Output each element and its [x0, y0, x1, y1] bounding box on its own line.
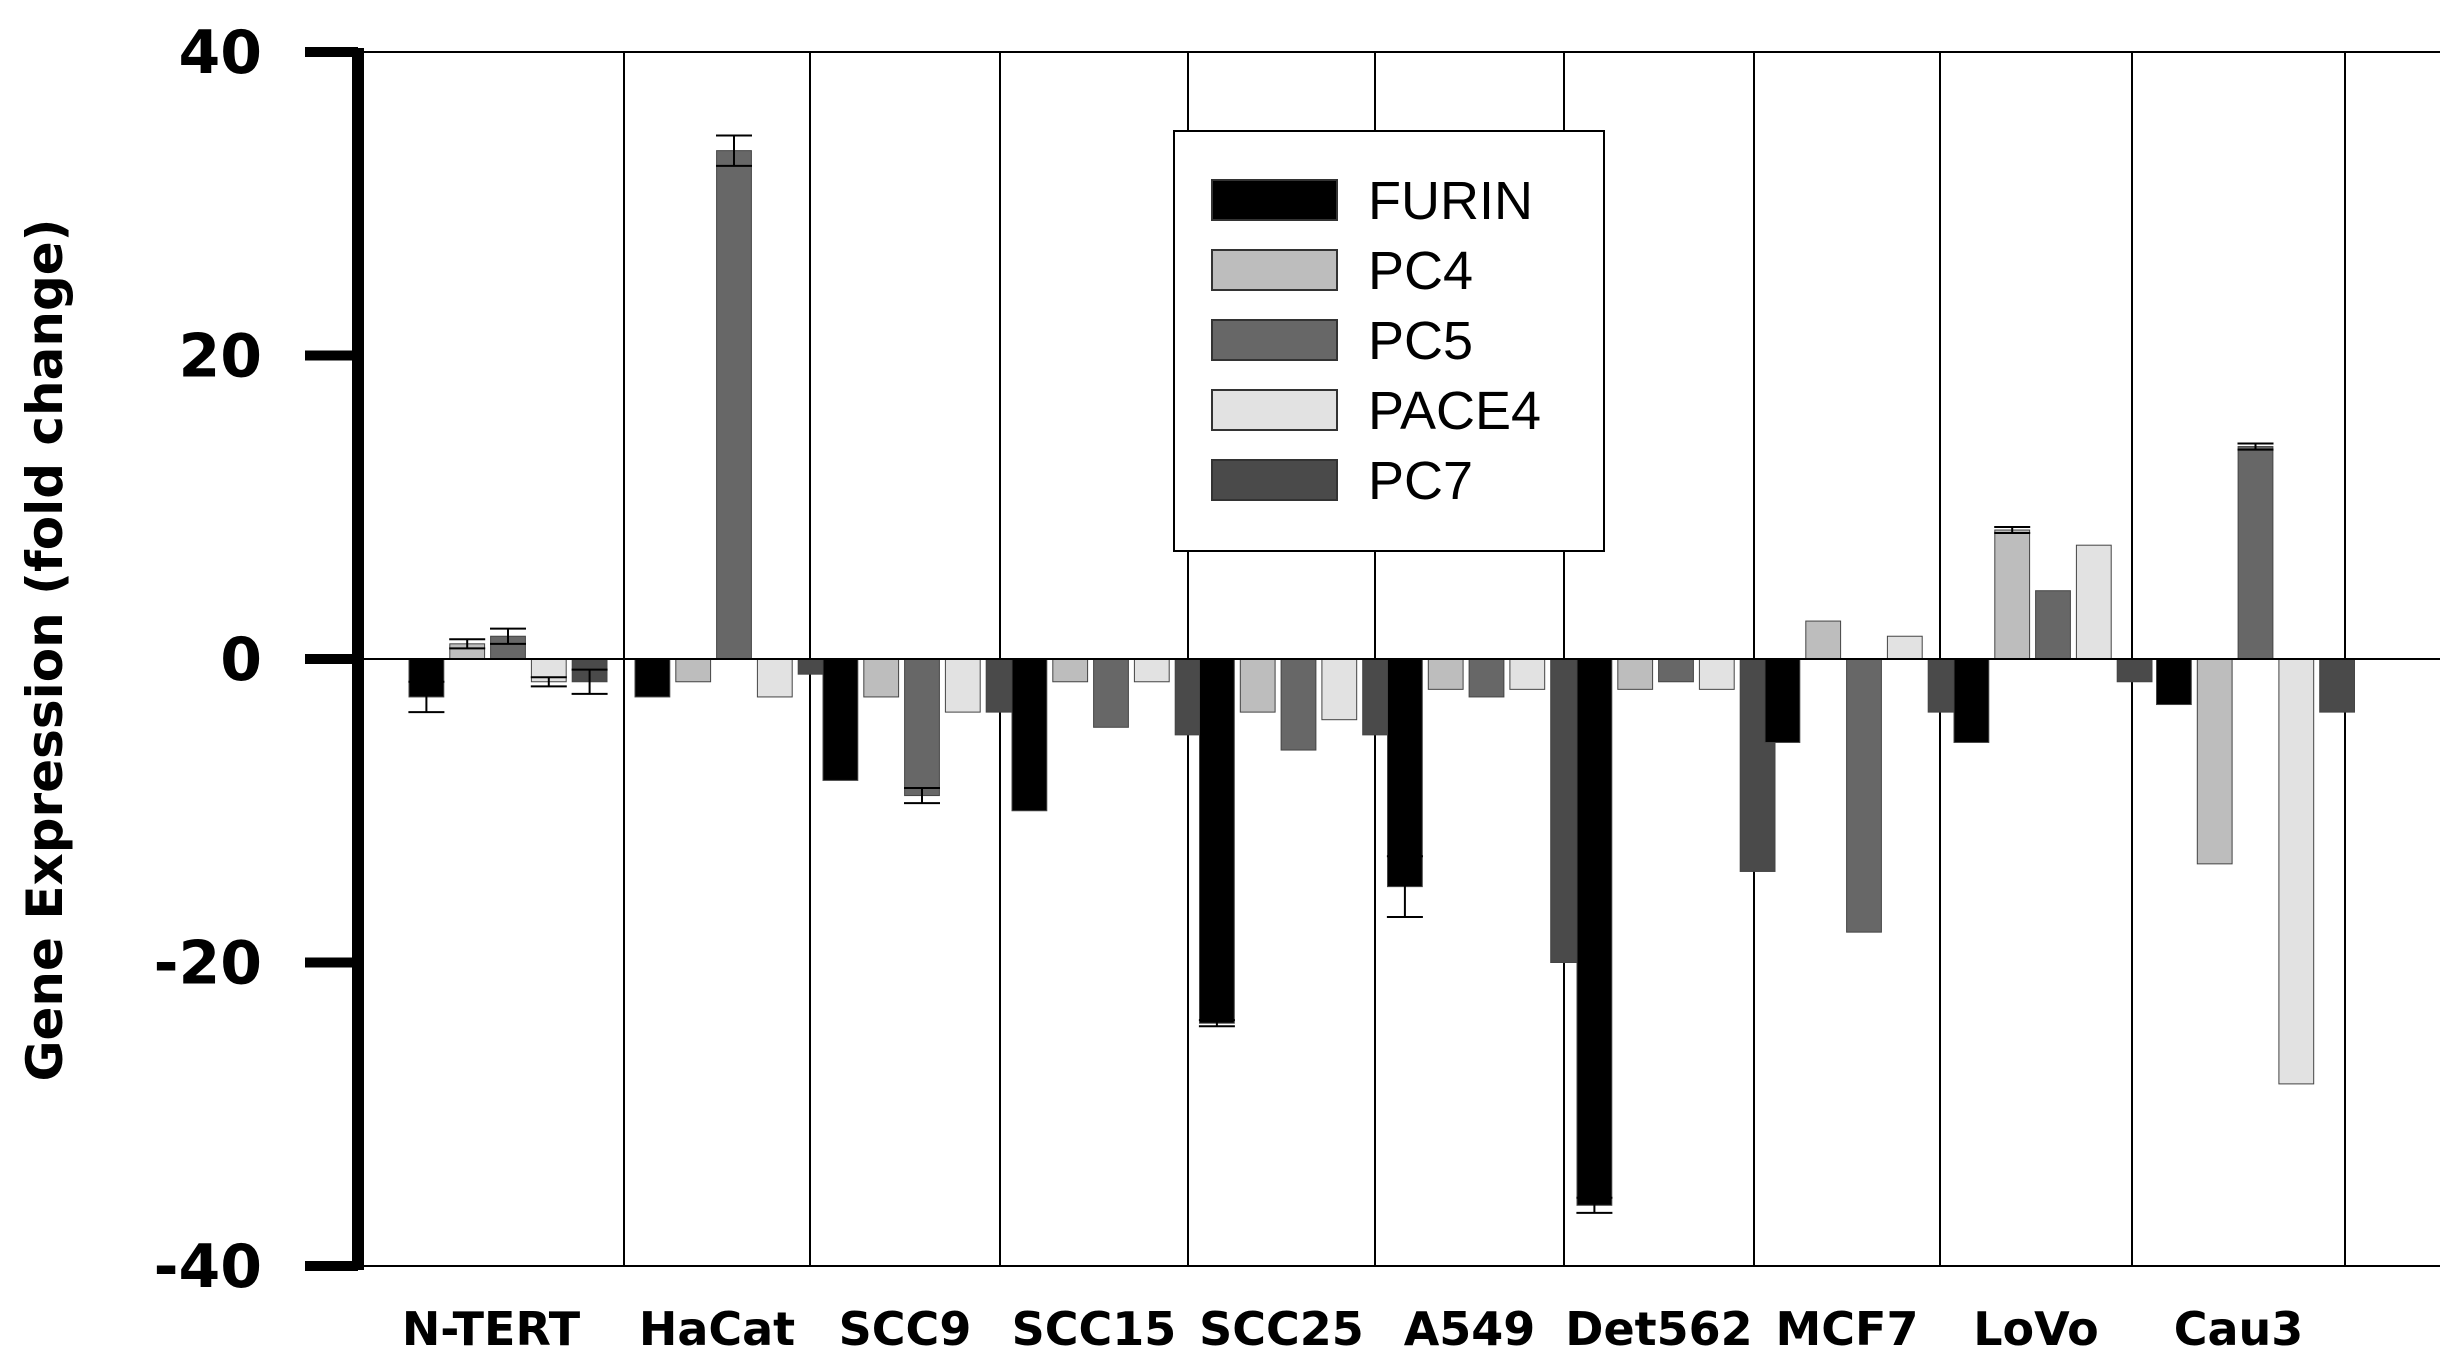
- bar-furin-hacat: [634, 658, 671, 698]
- bar-pc5-lovo: [2035, 590, 2071, 660]
- legend-swatch-pc4: [1211, 249, 1338, 291]
- legend-label-pc5: PC5: [1368, 311, 1473, 371]
- category-label: LoVo: [1973, 1302, 2099, 1356]
- bar-pc5-a549: [1468, 658, 1505, 698]
- bar-pc5-scc15: [1093, 658, 1129, 728]
- legend-swatch-pace4: [1211, 389, 1338, 431]
- category-label: SCC15: [1012, 1302, 1177, 1356]
- bar-pc5-det562: [1658, 658, 1694, 683]
- category-label: Det562: [1565, 1302, 1752, 1356]
- bar-pace4-hacat: [756, 658, 793, 698]
- category-label: N-TERT: [402, 1302, 581, 1356]
- legend-label-pace4: PACE4: [1368, 381, 1541, 441]
- bar-pc7-cau3: [2319, 658, 2355, 713]
- bar-pc5-mcf7: [1846, 658, 1882, 933]
- bar-furin-cau3: [2156, 658, 2192, 706]
- y-axis-label: Gene Expression (fold change): [16, 218, 74, 1081]
- bar-pc4-mcf7: [1805, 620, 1842, 660]
- bar-pc4-scc25: [1239, 658, 1276, 713]
- bar-pace4-scc25: [1321, 658, 1358, 721]
- bar-pace4-scc9: [944, 658, 981, 713]
- category-label: SCC25: [1199, 1302, 1364, 1356]
- bar-pc7-lovo: [2116, 658, 2153, 683]
- bars-layer: [408, 134, 2355, 1214]
- legend: FURIN PC4 PC5 PACE4 PC7: [1173, 130, 1605, 552]
- bar-pace4-det562: [1698, 658, 1735, 690]
- bar-pc4-hacat: [675, 658, 712, 683]
- legend-swatch-furin: [1211, 179, 1338, 221]
- category-label: MCF7: [1776, 1302, 1919, 1356]
- bar-pace4-mcf7: [1886, 635, 1923, 660]
- bar-pc4-cau3: [2196, 658, 2233, 865]
- category-labels: N-TERT HaCat SCC9 SCC15 SCC25 A549 Det562 MCF7 L…: [402, 1302, 2303, 1356]
- bar-pc5-hacat: [716, 150, 752, 660]
- y-tick-label: 40: [179, 18, 263, 88]
- y-tick-label: -20: [154, 929, 262, 999]
- bar-pace4-a549: [1509, 658, 1546, 690]
- category-label: Cau3: [2174, 1302, 2304, 1356]
- bar-furin-lovo: [1953, 658, 1990, 743]
- bar-furin-a549: [1387, 658, 1423, 888]
- bar-pace4-cau3: [2278, 658, 2315, 1085]
- bar-furin-scc25: [1199, 658, 1235, 1024]
- bar-pc5-cau3: [2237, 446, 2274, 660]
- y-tick-labels: 40 20 0 -20 -40: [154, 18, 358, 1302]
- bar-pc4-scc15: [1052, 658, 1089, 683]
- bar-furin-scc9: [822, 658, 859, 781]
- category-label: HaCat: [639, 1302, 795, 1356]
- bar-furin-det562: [1576, 658, 1613, 1206]
- legend-swatch-pc7: [1211, 459, 1338, 501]
- legend-swatch-pc5: [1211, 319, 1338, 361]
- legend-label-pc4: PC4: [1368, 241, 1473, 301]
- bar-pace4-scc15: [1133, 658, 1170, 683]
- bar-furin-mcf7: [1764, 658, 1801, 743]
- legend-label-pc7: PC7: [1368, 451, 1473, 511]
- legend-label-furin: FURIN: [1368, 171, 1533, 231]
- bar-furin-scc15: [1011, 658, 1048, 812]
- bar-pc5-scc9: [904, 658, 940, 797]
- bar-pc4-det562: [1617, 658, 1654, 690]
- bar-pace4-lovo: [2075, 544, 2112, 660]
- y-tick-label: -40: [154, 1232, 262, 1302]
- bar-pc4-a549: [1427, 658, 1464, 690]
- bar-pc4-scc9: [863, 658, 900, 698]
- y-tick-label: 0: [220, 625, 262, 695]
- category-label: SCC9: [839, 1302, 972, 1356]
- category-label: A549: [1404, 1302, 1536, 1356]
- bar-pc4-lovo: [1994, 529, 2031, 660]
- bar-pc5-scc25: [1280, 658, 1317, 751]
- y-tick-label: 20: [179, 322, 263, 392]
